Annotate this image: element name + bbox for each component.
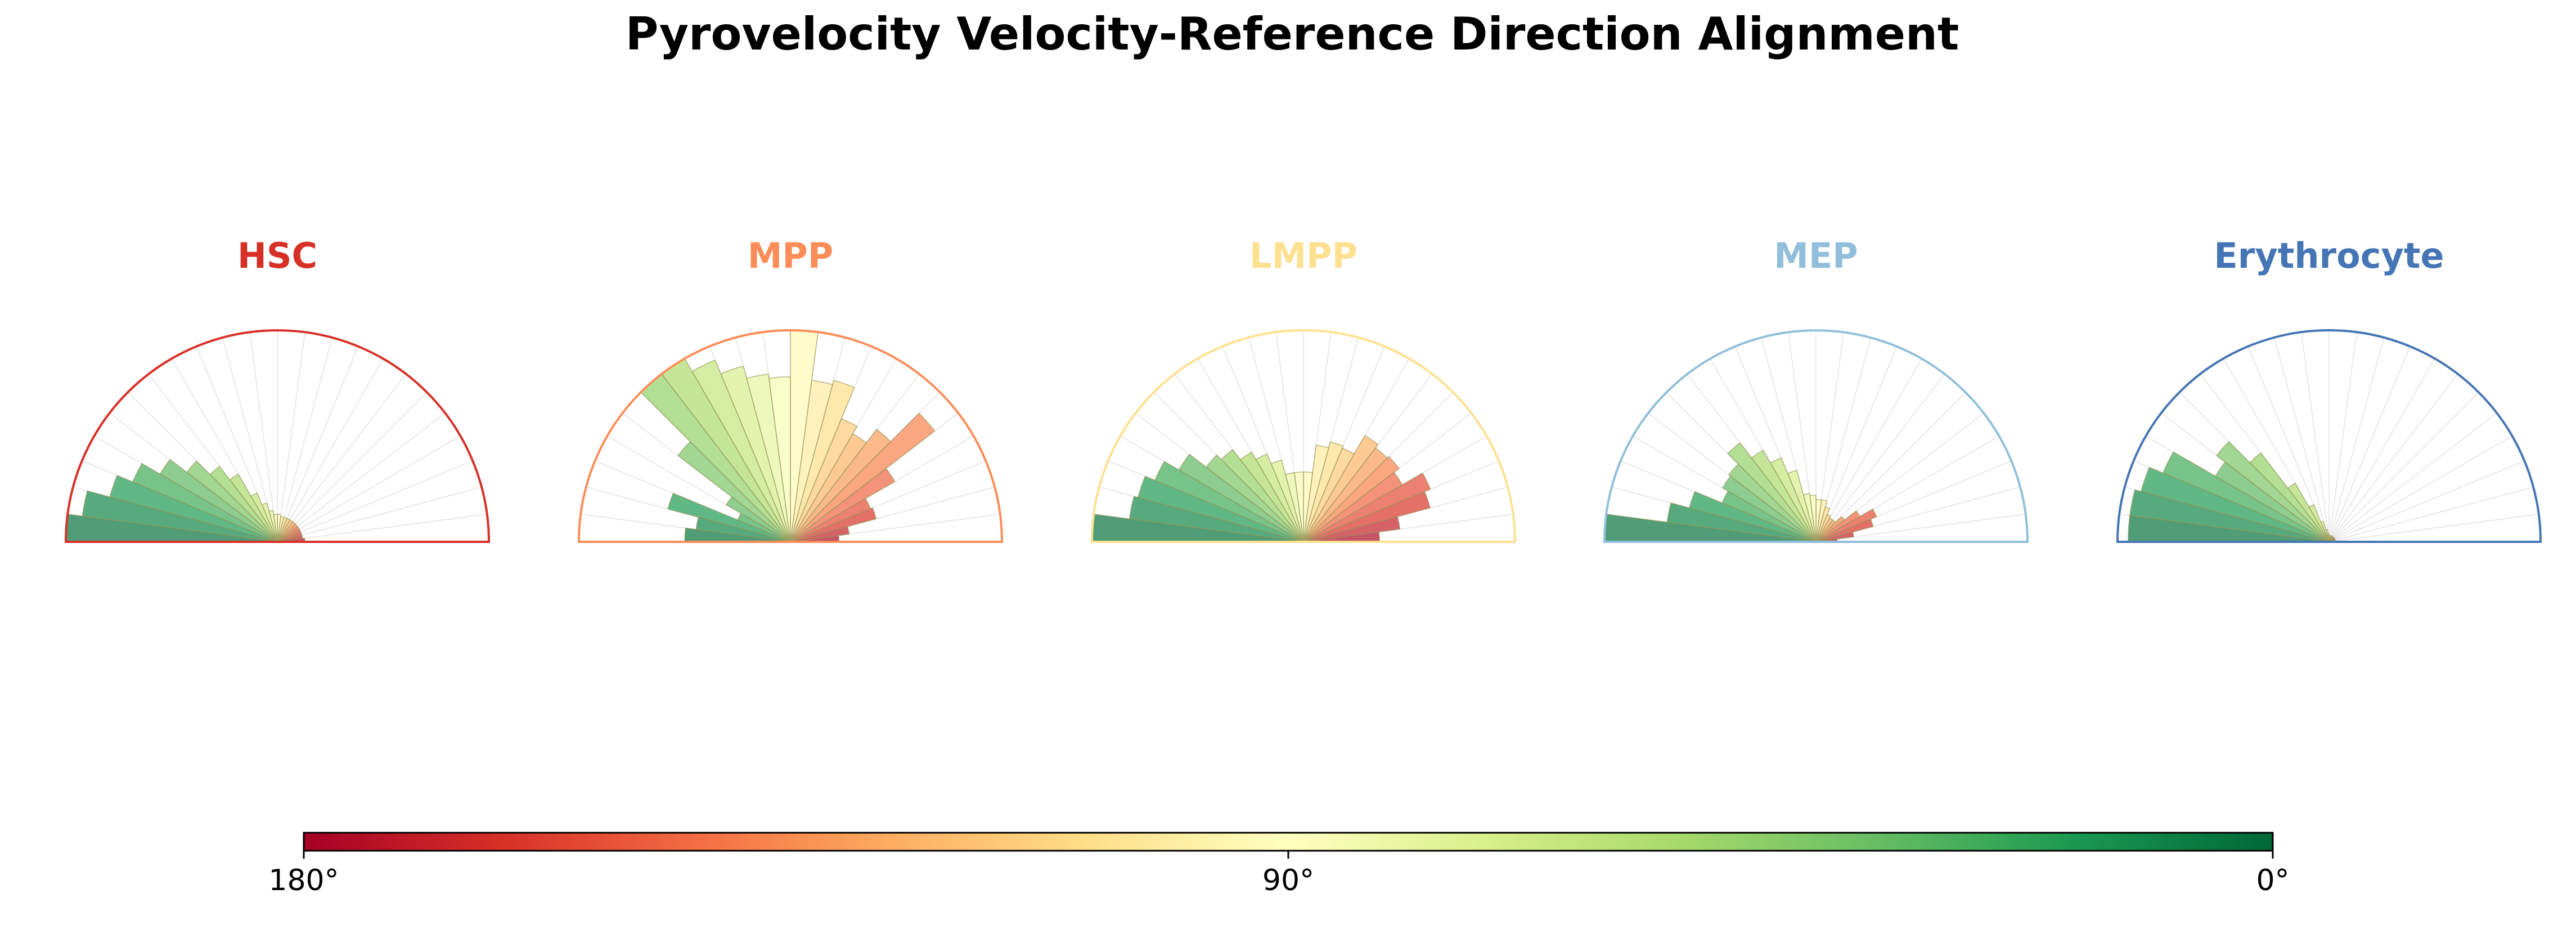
polar-panel-erythrocyte: Erythrocyte (2116, 235, 2542, 543)
histogram-bar (1303, 444, 1329, 542)
polar-panel-mpp: MPP (577, 235, 1004, 543)
grid-spoke (2328, 332, 2358, 542)
grid-spoke (277, 513, 487, 542)
histogram-bar (1303, 441, 1344, 542)
polar-panel-lmpp: LMPP (1090, 235, 1517, 543)
figure-title: Pyrovelocity Velocity-Reference Directio… (626, 8, 1959, 60)
histogram-bar (1815, 508, 1877, 542)
histogram-bar (790, 380, 855, 542)
histogram-bar (677, 441, 791, 542)
polar-panel-mep: MEP (1603, 235, 2029, 543)
grid-spoke (2328, 435, 2513, 542)
panels-group: HSC MPP LMPP MEP Erythrocyte (64, 235, 2542, 543)
histogram-bar (1303, 456, 1400, 542)
histogram-bar (726, 496, 791, 542)
grid-spoke (2328, 337, 2385, 542)
panel-outline (1090, 329, 1517, 543)
panel-title: MPP (748, 235, 834, 276)
grid-spoke (277, 358, 384, 542)
histogram-bar (790, 429, 892, 542)
grid-spoke (249, 332, 278, 542)
polar-panel-hsc: HSC (64, 235, 491, 543)
grid-spoke (2328, 358, 2435, 542)
grid-spoke (277, 346, 359, 542)
colorbar-tick-label: 0° (2256, 864, 2289, 897)
grid-spoke (277, 337, 333, 542)
panel-outline (2116, 329, 2542, 543)
grid-spoke (2300, 332, 2330, 542)
histogram-bar (1721, 475, 1817, 542)
grid-spoke (277, 412, 446, 542)
panel-outline (64, 329, 491, 543)
colorbar-gradient (303, 832, 2274, 852)
grid-spoke (2328, 346, 2411, 542)
grid-spoke (277, 392, 428, 542)
grid-spoke (277, 435, 461, 542)
colorbar-tick-label: 90° (1262, 864, 1314, 897)
panel-title: Erythrocyte (2214, 235, 2444, 276)
grid-spoke (1815, 374, 1945, 542)
histogram-bar (667, 492, 791, 542)
grid-spoke (277, 332, 306, 542)
colorbar: 180° 90° 0° (268, 832, 2290, 897)
grid-spoke (2273, 337, 2330, 542)
histogram-bar (1727, 442, 1817, 542)
histogram-bar (790, 412, 936, 542)
panel-outline (577, 329, 1004, 543)
histogram-bar (1815, 510, 1861, 542)
grid-spoke (2328, 460, 2525, 542)
histogram-bar (2216, 441, 2330, 542)
grid-spoke (2328, 486, 2534, 542)
histogram-bar (1815, 515, 1845, 542)
panel-title: MEP (1774, 235, 1858, 276)
grid-spoke (2328, 392, 2479, 542)
grid-spoke (1815, 358, 1922, 542)
histogram-bar (1303, 435, 1379, 542)
panel-outline (1603, 329, 2029, 543)
panel-title: LMPP (1249, 235, 1357, 276)
colorbar-tick-label: 180° (268, 864, 339, 897)
panel-title: HSC (237, 235, 317, 276)
grid-spoke (2328, 374, 2458, 542)
histogram-bar (1728, 463, 1817, 542)
grid-spoke (277, 374, 407, 542)
grid-spoke (2328, 513, 2539, 542)
grid-spoke (277, 486, 482, 542)
grid-spoke (2328, 412, 2497, 542)
grid-spoke (277, 460, 473, 542)
histogram-bar (1303, 472, 1431, 542)
